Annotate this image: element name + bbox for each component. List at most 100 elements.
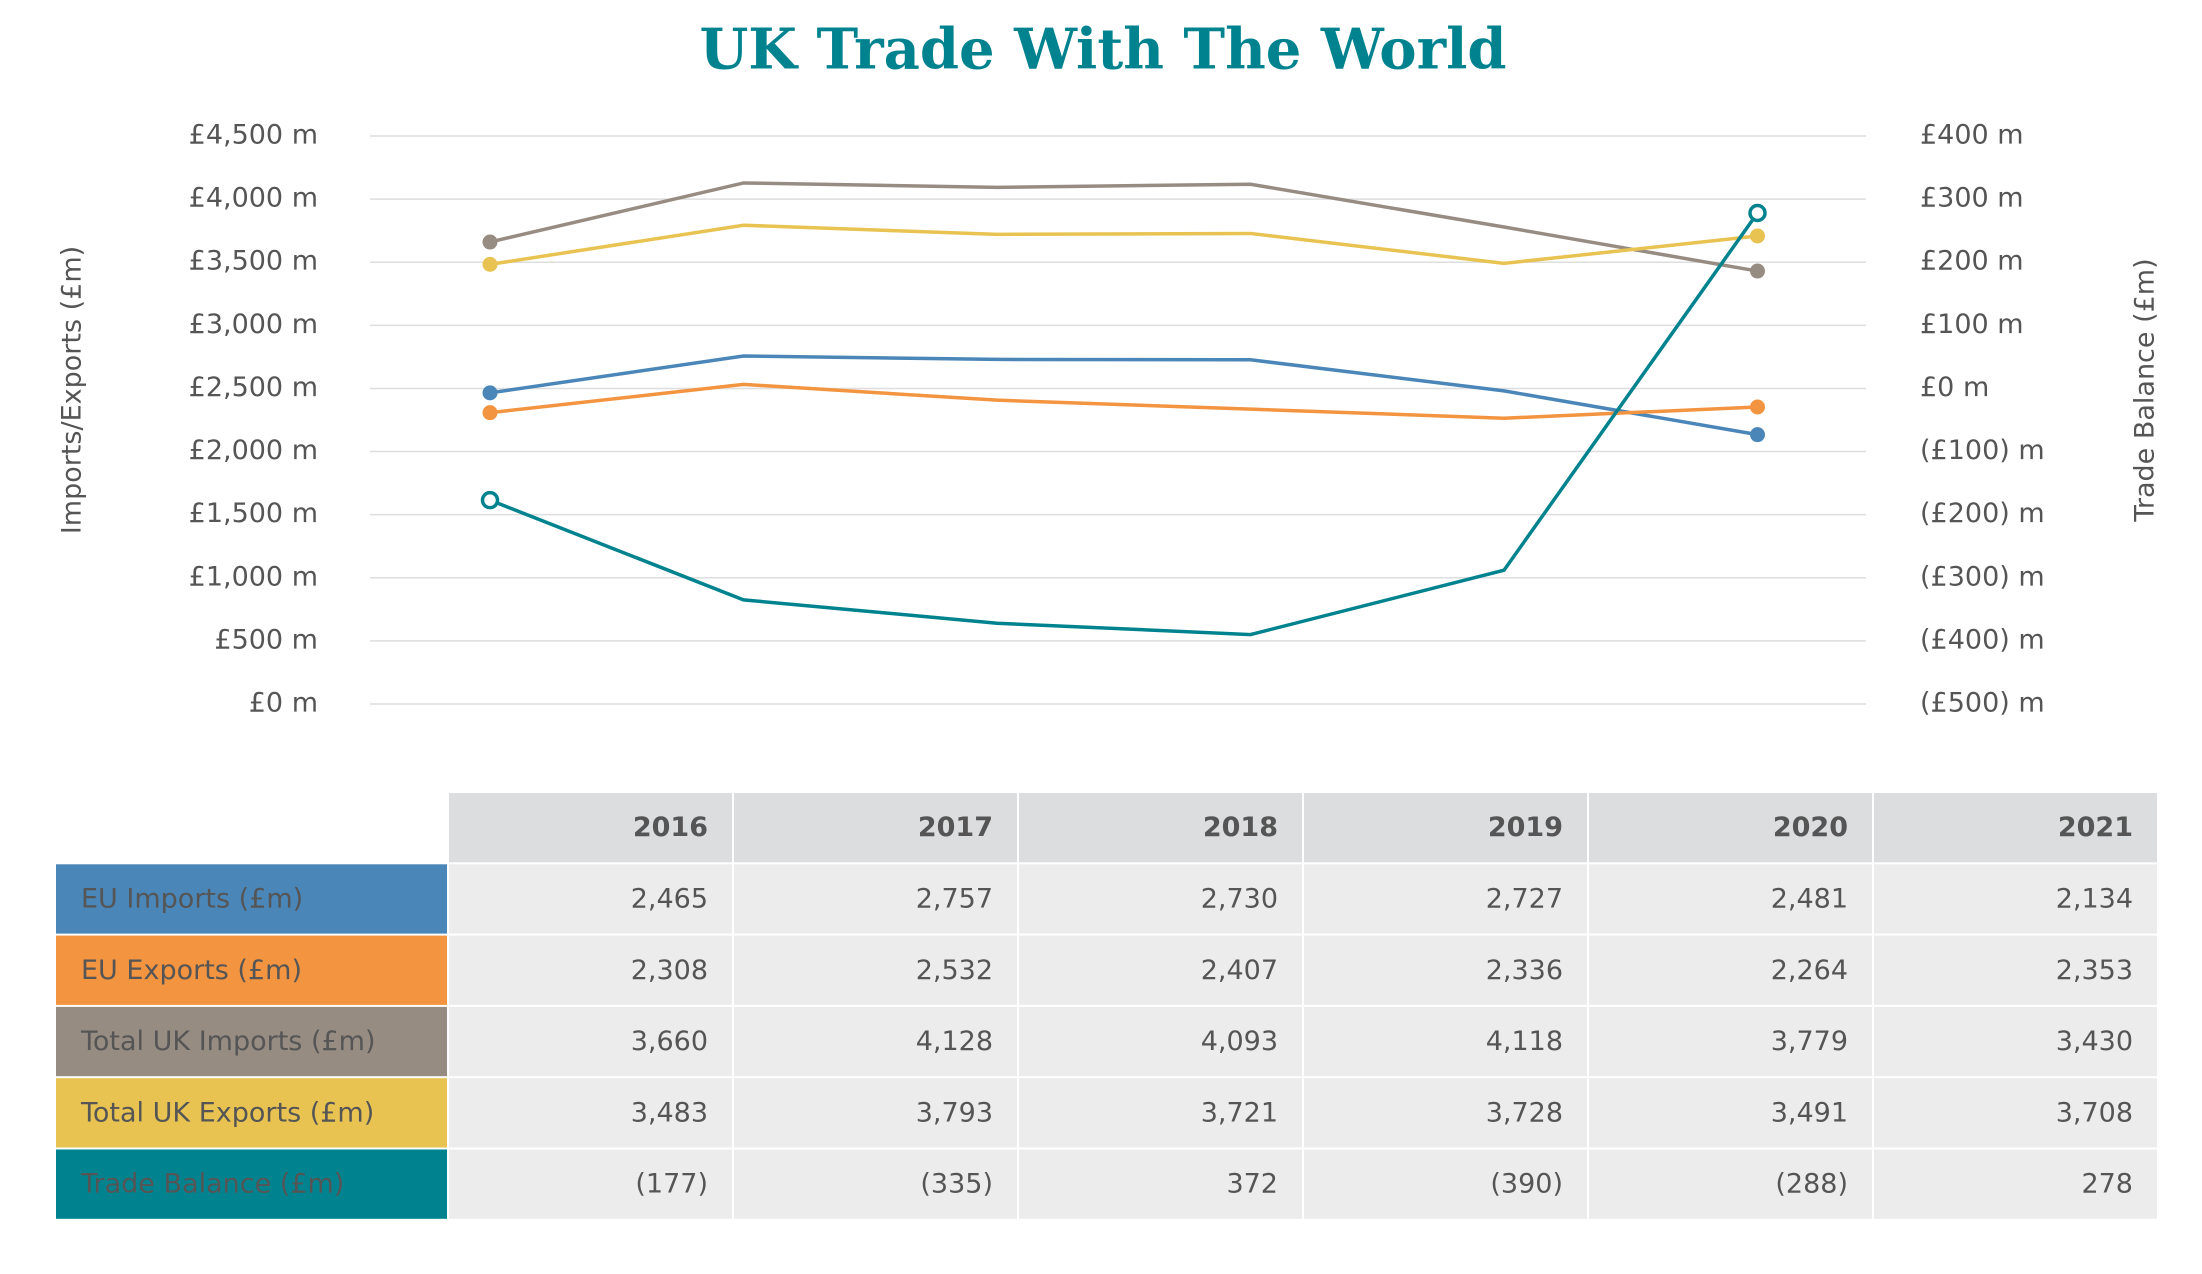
y2-tick-label: £300 m bbox=[1920, 183, 2024, 214]
table-cell bbox=[734, 1006, 1017, 1077]
table-value: 2,134 bbox=[2056, 883, 2133, 914]
table-cell bbox=[1589, 1149, 1872, 1219]
table-value: 4,128 bbox=[916, 1026, 993, 1057]
table-value: (177) bbox=[635, 1169, 708, 1200]
point-marker bbox=[1750, 228, 1765, 244]
table-cell bbox=[1589, 864, 1872, 934]
table-value: 3,430 bbox=[2056, 1026, 2133, 1057]
table-cell bbox=[734, 1149, 1017, 1219]
table-cell bbox=[449, 1006, 732, 1077]
y-tick-label: £2,000 m bbox=[189, 435, 318, 466]
table-value: 2,407 bbox=[1201, 955, 1278, 986]
table-value: 3,708 bbox=[2056, 1097, 2133, 1128]
table-value: 3,779 bbox=[1771, 1026, 1848, 1057]
y2-axis-label: Trade Balance (£m) bbox=[2130, 258, 2161, 522]
table-cell bbox=[1304, 1149, 1587, 1219]
y-tick-label: £1,500 m bbox=[189, 498, 318, 529]
table-value: 3,483 bbox=[631, 1097, 708, 1128]
y-tick-label: £2,500 m bbox=[189, 372, 318, 403]
table-value: (288) bbox=[1775, 1169, 1848, 1200]
table-value: 3,793 bbox=[916, 1097, 993, 1128]
legend-label: Total UK Imports (£m) bbox=[80, 1026, 376, 1057]
y-tick-label: £3,000 m bbox=[189, 309, 318, 340]
legend-swatch bbox=[56, 864, 447, 934]
y2-tick-label: (£400) m bbox=[1920, 624, 2045, 655]
point-marker bbox=[482, 385, 498, 401]
table-cell bbox=[1304, 935, 1587, 1005]
table-cell bbox=[1019, 1149, 1302, 1219]
point-marker bbox=[482, 256, 498, 272]
table-cell bbox=[1304, 864, 1587, 934]
y-tick-label: £0 m bbox=[249, 688, 318, 719]
y2-tick-label: (£200) m bbox=[1920, 498, 2045, 529]
table-value: 2,353 bbox=[2056, 955, 2133, 986]
legend-label: EU Exports (£m) bbox=[81, 955, 302, 986]
y2-tick-label: £200 m bbox=[1920, 246, 2024, 277]
table-cell bbox=[1874, 864, 2157, 934]
legend-swatch bbox=[56, 1006, 447, 1077]
table-cell bbox=[1019, 1078, 1302, 1148]
table-value: 2,730 bbox=[1201, 883, 1278, 914]
table-value: 4,118 bbox=[1486, 1026, 1563, 1057]
table-value: 3,721 bbox=[1201, 1097, 1278, 1128]
table-value: 3,491 bbox=[1771, 1097, 1848, 1128]
table-cell bbox=[734, 935, 1017, 1005]
table-cell bbox=[1019, 864, 1302, 934]
series-line bbox=[489, 382, 1758, 420]
point-marker bbox=[1750, 399, 1765, 415]
table-value: 4,093 bbox=[1201, 1026, 1278, 1057]
table-value: 2,532 bbox=[916, 955, 993, 986]
y2-tick-label: (£100) m bbox=[1920, 435, 2045, 466]
table-header: 2016 bbox=[633, 812, 708, 843]
series-line bbox=[489, 354, 1758, 437]
y2-tick-label: (£500) m bbox=[1920, 688, 2045, 719]
table-header-cell bbox=[449, 793, 732, 863]
series-line bbox=[489, 181, 1758, 273]
table-value: 2,264 bbox=[1771, 955, 1848, 986]
table-header: 2017 bbox=[918, 812, 993, 843]
table-value: (335) bbox=[920, 1169, 993, 1200]
table-header-cell bbox=[1589, 793, 1872, 863]
table-value: 278 bbox=[2081, 1169, 2133, 1200]
table-cell bbox=[1589, 1078, 1872, 1148]
chart-title: UK Trade With The World bbox=[699, 17, 1506, 83]
table-value: 2,481 bbox=[1771, 883, 1848, 914]
table-header-cell bbox=[1019, 793, 1302, 863]
point-marker bbox=[482, 405, 498, 421]
table-cell bbox=[734, 864, 1017, 934]
table-header-cell bbox=[1874, 793, 2157, 863]
series-line bbox=[489, 211, 1759, 637]
table-header: 2020 bbox=[1773, 812, 1848, 843]
table-value: 372 bbox=[1226, 1169, 1278, 1200]
table-value: 2,465 bbox=[631, 883, 708, 914]
table-cell bbox=[1874, 1078, 2157, 1148]
point-marker bbox=[1748, 203, 1767, 223]
table-header-cell bbox=[1304, 793, 1587, 863]
legend-swatch bbox=[56, 935, 447, 1005]
y2-tick-label: (£300) m bbox=[1920, 561, 2045, 592]
y-tick-label: £3,500 m bbox=[189, 246, 318, 277]
point-marker bbox=[1750, 427, 1765, 443]
y-tick-label: £1,000 m bbox=[189, 561, 318, 592]
y-tick-label: £4,500 m bbox=[189, 120, 318, 151]
legend-swatch bbox=[56, 1078, 447, 1148]
table-cell bbox=[1589, 935, 1872, 1005]
y-axis-label: Imports/Exports (£m) bbox=[57, 246, 88, 534]
table-value: 2,308 bbox=[631, 955, 708, 986]
table-value: 2,336 bbox=[1486, 955, 1563, 986]
table-cell bbox=[1874, 1006, 2157, 1077]
table-cell bbox=[1589, 1006, 1872, 1077]
table-value: 2,727 bbox=[1486, 883, 1563, 914]
table-cell bbox=[1304, 1006, 1587, 1077]
table-header-cell bbox=[734, 793, 1017, 863]
y-tick-label: £4,000 m bbox=[189, 183, 318, 214]
table-cell bbox=[1874, 935, 2157, 1005]
legend-swatch bbox=[56, 1149, 447, 1219]
legend-label: EU Imports (£m) bbox=[81, 883, 303, 914]
table-header: 2019 bbox=[1488, 812, 1563, 843]
table-header: 2021 bbox=[2058, 812, 2133, 843]
y2-tick-label: £0 m bbox=[1920, 372, 1989, 403]
table-value: 3,660 bbox=[631, 1026, 708, 1057]
legend-label: Trade Balance (£m) bbox=[80, 1169, 344, 1200]
